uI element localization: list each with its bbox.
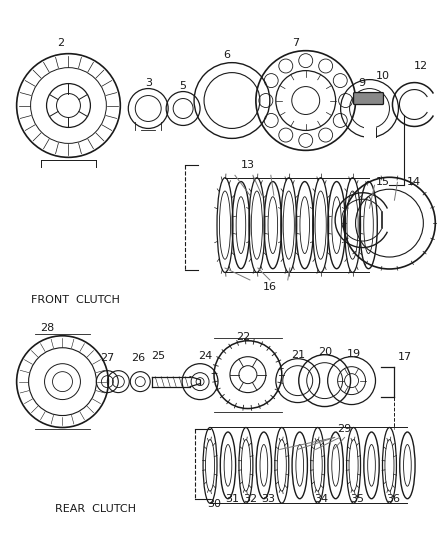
Text: REAR  CLUTCH: REAR CLUTCH [55, 504, 136, 514]
Text: 9: 9 [358, 78, 365, 87]
Text: 35: 35 [350, 494, 364, 504]
Text: 34: 34 [314, 494, 329, 504]
Text: 24: 24 [198, 351, 212, 361]
Text: 3: 3 [145, 78, 152, 87]
Text: 2: 2 [57, 38, 64, 48]
Text: 33: 33 [261, 494, 275, 504]
Text: 19: 19 [346, 349, 360, 359]
Text: 28: 28 [40, 323, 55, 333]
Text: 21: 21 [291, 350, 305, 360]
Text: 13: 13 [241, 160, 255, 171]
Text: 29: 29 [337, 424, 352, 434]
Text: 17: 17 [397, 352, 411, 362]
Text: 26: 26 [131, 353, 145, 363]
Text: 22: 22 [236, 332, 250, 342]
Text: 25: 25 [151, 351, 165, 361]
Text: 5: 5 [180, 80, 187, 91]
Text: 10: 10 [375, 70, 389, 80]
Text: 16: 16 [263, 282, 277, 292]
Text: 15: 15 [375, 177, 389, 187]
Text: 36: 36 [386, 494, 400, 504]
Text: 27: 27 [100, 353, 114, 363]
Text: FRONT  CLUTCH: FRONT CLUTCH [31, 295, 120, 305]
Text: 32: 32 [243, 494, 257, 504]
Text: 31: 31 [225, 494, 239, 504]
Bar [364, 126, 375, 140]
Text: 7: 7 [292, 38, 299, 48]
Text: 20: 20 [318, 347, 333, 357]
FancyBboxPatch shape [353, 93, 384, 104]
Text: 14: 14 [407, 177, 421, 187]
Text: 12: 12 [414, 61, 428, 71]
Text: 6: 6 [223, 50, 230, 60]
Text: 30: 30 [207, 499, 221, 509]
